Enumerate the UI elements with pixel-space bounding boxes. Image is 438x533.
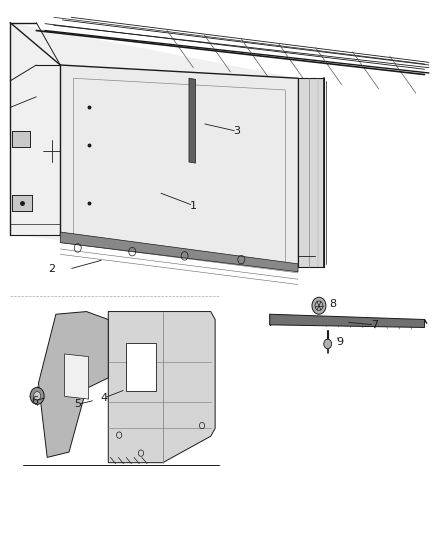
Polygon shape [12, 195, 32, 211]
Circle shape [34, 392, 41, 400]
Polygon shape [297, 78, 323, 266]
Text: 6: 6 [32, 395, 39, 406]
Text: 3: 3 [233, 126, 240, 136]
Text: 9: 9 [335, 337, 342, 347]
Text: 1: 1 [189, 200, 196, 211]
Polygon shape [60, 65, 297, 266]
Circle shape [323, 339, 331, 349]
Circle shape [311, 297, 325, 314]
Polygon shape [269, 314, 424, 327]
Polygon shape [125, 343, 156, 391]
Polygon shape [64, 354, 88, 399]
Polygon shape [188, 78, 195, 163]
Text: 4: 4 [100, 393, 107, 403]
Text: 5: 5 [74, 399, 81, 409]
Text: 2: 2 [48, 264, 55, 274]
Polygon shape [60, 232, 297, 272]
Text: 8: 8 [328, 298, 336, 309]
Polygon shape [108, 312, 215, 463]
Text: 7: 7 [370, 320, 377, 330]
Polygon shape [10, 22, 323, 266]
Polygon shape [12, 131, 30, 147]
Polygon shape [39, 312, 108, 457]
Circle shape [30, 387, 44, 405]
